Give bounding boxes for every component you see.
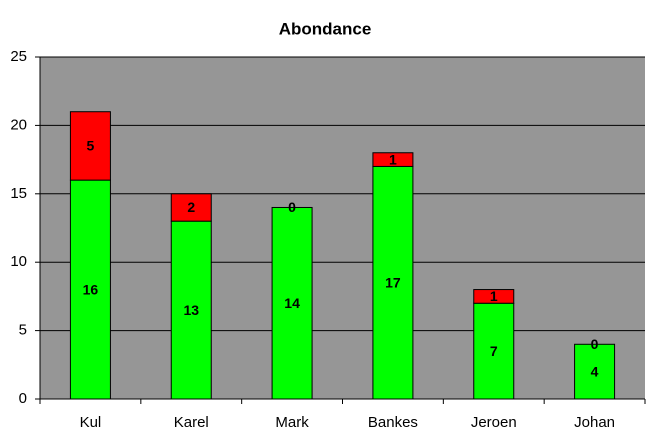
x-tick-label: Karel: [174, 414, 209, 431]
value-label: 14: [284, 295, 300, 311]
x-tick-label: Bankes: [368, 414, 418, 431]
bar-segment: [372, 152, 414, 167]
y-tick-label: 15: [10, 185, 27, 202]
bar-segment: [271, 206, 313, 400]
bar-segment: [473, 302, 515, 400]
bar-segment: [170, 193, 212, 222]
chart-title: Abondance: [279, 19, 372, 38]
value-label: 2: [187, 199, 195, 215]
value-label: 0: [591, 336, 599, 352]
value-label: 4: [591, 363, 599, 379]
x-tick-label: Mark: [275, 414, 309, 431]
value-label: 1: [490, 288, 498, 304]
value-label: 5: [87, 138, 95, 154]
value-label: 7: [490, 343, 498, 359]
bar-segment: [473, 289, 515, 304]
x-tick-label: Johan: [574, 414, 615, 431]
x-tick-label: Jeroen: [471, 414, 517, 431]
bar-segment: [574, 343, 616, 400]
x-tick-label: Kul: [80, 414, 102, 431]
bar-segment: [69, 179, 111, 400]
y-tick-label: 5: [19, 322, 27, 339]
bar-segment: [69, 111, 111, 181]
value-label: 16: [83, 281, 99, 297]
y-tick-label: 0: [19, 390, 27, 407]
plot-area: [40, 57, 645, 399]
bar-segment: [372, 165, 414, 400]
value-label: 13: [183, 302, 199, 318]
value-label: 0: [288, 199, 296, 215]
y-tick-label: 10: [10, 253, 27, 270]
value-label: 1: [389, 151, 397, 167]
value-label: 17: [385, 274, 401, 290]
y-tick-label: 25: [10, 48, 27, 65]
y-tick-label: 20: [10, 116, 27, 133]
